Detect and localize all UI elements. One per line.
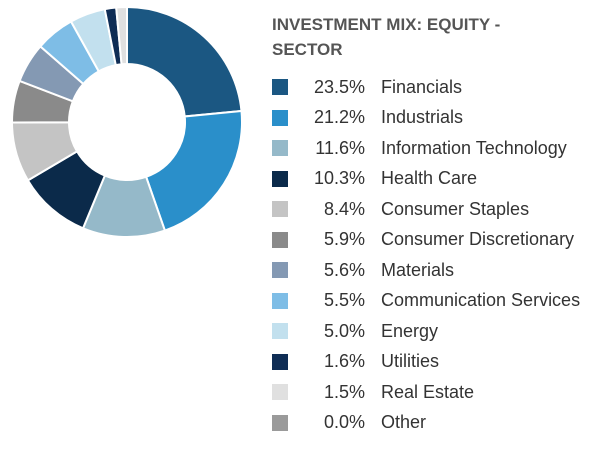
legend-item: 21.2% Industrials <box>272 103 580 134</box>
donut-slice <box>126 5 243 118</box>
chart-title: INVESTMENT MIX: EQUITY - SECTOR <box>272 15 501 59</box>
legend-swatch <box>272 384 288 401</box>
legend-value: 1.5% <box>323 381 365 402</box>
legend-item: 5.5% Communication Services <box>272 286 580 317</box>
legend: 23.5% Financials 21.2% Industrials 11.6% Info… <box>272 72 580 438</box>
legend-label: Information Technology <box>381 137 567 158</box>
legend-item: 8.4% Consumer Staples <box>272 194 580 225</box>
legend-item: 23.5% Financials <box>272 72 580 103</box>
legend-label: Real Estate <box>381 381 475 402</box>
legend-item: 1.6% Utilities <box>272 347 580 378</box>
legend-item: 5.0% Energy <box>272 316 580 347</box>
legend-swatch <box>272 231 288 248</box>
legend-item: 1.5% Real Estate <box>272 377 580 408</box>
legend-value: 5.6% <box>323 259 365 280</box>
legend-label: Communication Services <box>381 290 581 311</box>
legend-item: 11.6% Information Technology <box>272 133 580 164</box>
donut-chart <box>10 5 243 238</box>
legend-value: 0.0% <box>323 412 365 433</box>
legend-label: Utilities <box>381 351 440 372</box>
legend-label: Consumer Discretionary <box>381 229 575 250</box>
legend-swatch <box>272 262 288 279</box>
legend-swatch <box>272 323 288 340</box>
legend-label: Other <box>381 412 427 433</box>
legend-swatch <box>272 292 288 309</box>
legend-swatch <box>272 140 288 157</box>
donut-slice <box>115 5 128 66</box>
legend-value: 21.2% <box>313 107 365 128</box>
legend-value: 1.6% <box>323 351 365 372</box>
legend-item: 10.3% Health Care <box>272 164 580 195</box>
legend-swatch <box>272 201 288 218</box>
legend-label: Financials <box>381 76 463 97</box>
legend-label: Industrials <box>381 107 464 128</box>
legend-swatch <box>272 414 288 431</box>
legend-value: 23.5% <box>313 76 365 97</box>
legend-value: 5.0% <box>323 320 365 341</box>
legend-label: Consumer Staples <box>381 198 530 219</box>
legend-value: 10.3% <box>313 168 365 189</box>
legend-value: 8.4% <box>323 198 365 219</box>
legend-swatch <box>272 109 288 126</box>
legend-label: Health Care <box>381 168 478 189</box>
legend-swatch <box>272 79 288 96</box>
legend-item: 0.0% Other <box>272 408 580 439</box>
legend-label: Energy <box>381 320 439 341</box>
legend-item: 5.9% Consumer Discretionary <box>272 225 580 256</box>
legend-swatch <box>272 353 288 370</box>
legend-label: Materials <box>381 259 455 280</box>
legend-value: 11.6% <box>315 137 365 158</box>
donut-slice <box>144 109 243 232</box>
legend-swatch <box>272 170 288 187</box>
legend-item: 5.6% Materials <box>272 255 580 286</box>
legend-value: 5.5% <box>323 290 365 311</box>
legend-value: 5.9% <box>323 229 365 250</box>
